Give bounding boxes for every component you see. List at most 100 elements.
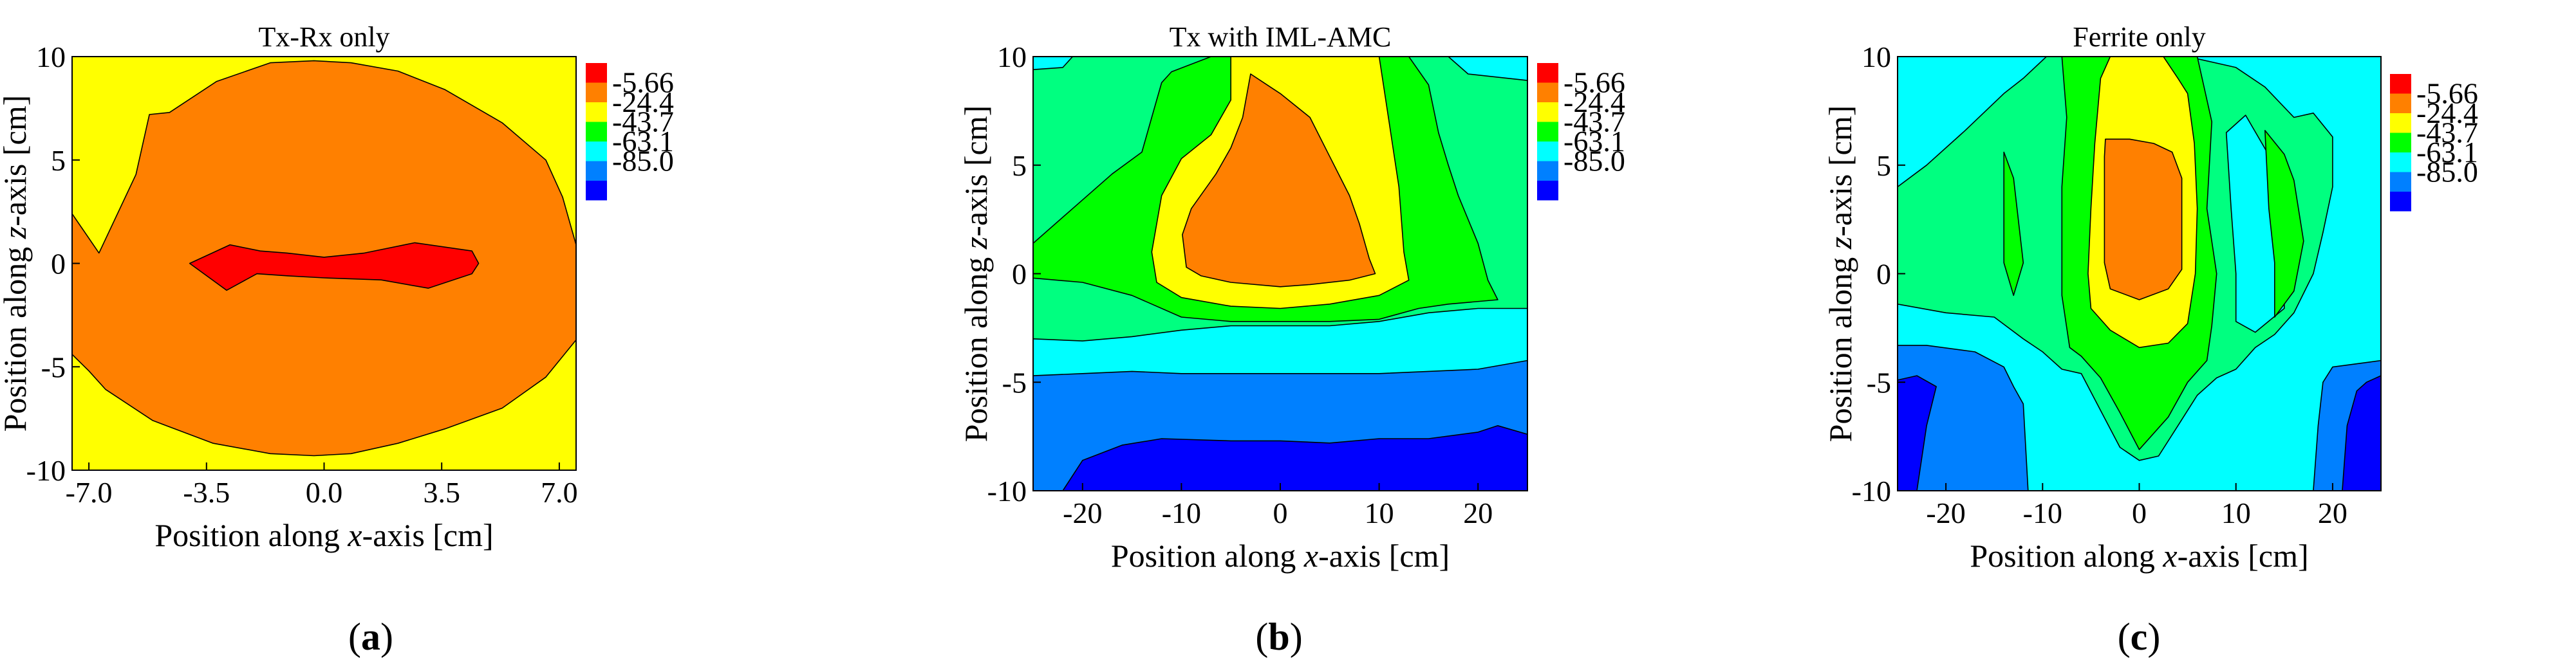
legend-swatch [1537, 181, 1558, 201]
y-tick-label: 0 [1012, 258, 1027, 291]
legend-label: -43.7 [2416, 116, 2478, 149]
legend-swatch [586, 63, 607, 83]
x-tick-label: -20 [1063, 497, 1102, 529]
x-axis-label: Position along x-axis [cm] [1111, 538, 1450, 574]
x-tick-label: 20 [1463, 497, 1493, 529]
legend-swatch [586, 181, 607, 201]
x-tick-label: 10 [1365, 497, 1394, 529]
panel-caption: (a) [348, 616, 393, 658]
x-tick-label: -20 [1926, 497, 1965, 529]
contour-region-4 [1448, 57, 1527, 81]
contour-region-1 [1062, 425, 1527, 491]
legend-swatch [586, 82, 607, 102]
y-tick-label: 0 [51, 248, 66, 280]
contour-chart-b: Tx with IML-AMC-20 -10 0 10 20-10-50510Posit… [958, 21, 1625, 658]
y-tick-label: -10 [1852, 475, 1891, 507]
legend-label: -63.1 [2416, 136, 2478, 169]
y-tick-label: -10 [26, 454, 66, 487]
legend-label: -85.0 [2416, 156, 2478, 188]
y-tick-label: -5 [1002, 366, 1027, 399]
legend-swatch [2390, 152, 2411, 172]
legend-label: -24.4 [2416, 96, 2478, 129]
contour-chart-a: Tx-Rx only-7.0 -3.5 0.0 3.5 7.0-10-50510Posi… [0, 21, 674, 658]
y-tick-label: -10 [987, 475, 1027, 507]
x-tick-label: -10 [1162, 497, 1201, 529]
legend-swatch [2390, 113, 2411, 133]
x-tick-label: 3.5 [423, 476, 460, 509]
contour-region-2 [1033, 307, 1527, 376]
x-axis-label: Position along x-axis [cm] [154, 517, 493, 553]
contour-region-10 [2342, 375, 2381, 491]
legend-label: -5.66 [2416, 77, 2478, 110]
contour-region-3 [1033, 57, 1074, 70]
legend-swatch [2390, 192, 2411, 212]
legend-swatch [2390, 172, 2411, 192]
contour-chart-c: Ferrite only-20 -10 0 10 20-10-50510Position… [1822, 21, 2478, 658]
y-axis-label: Position along z-axis [cm] [0, 95, 33, 432]
x-tick-label: -3.5 [183, 476, 230, 509]
contour-regions [72, 57, 576, 470]
legend-swatch [1537, 102, 1558, 122]
legend-label: -5.66 [612, 66, 674, 99]
legend-label: -5.66 [1563, 66, 1625, 99]
legend-label: -24.4 [1563, 86, 1625, 118]
x-tick-label: -7.0 [66, 476, 113, 509]
x-tick-label: 0 [2132, 497, 2147, 529]
panel-b: Tx with IML-AMC -20 -10 0 10 20 -10 -5 0 5 10 Posit… [859, 0, 1717, 667]
panel-c: Ferrite only -20 -10 0 10 20 -10 -5 0 5 10 Position… [1717, 0, 2576, 667]
y-tick-label: 10 [36, 41, 66, 73]
panel-caption: (b) [1255, 616, 1302, 658]
contour-region-6 [2104, 138, 2183, 300]
legend-label: -43.7 [1563, 105, 1625, 138]
y-tick-label: -5 [41, 351, 66, 383]
legend-swatch [586, 102, 607, 122]
y-axis-label: Position along z-axis [cm] [1822, 105, 1858, 443]
contour-region-7 [1898, 345, 2029, 491]
legend-swatch [2390, 74, 2411, 94]
legend-swatch [586, 161, 607, 181]
legend: -5.66-24.4-43.7-63.1-85.0 [586, 63, 674, 201]
legend-swatch [2390, 132, 2411, 152]
y-axis-label: Position along z-axis [cm] [958, 105, 994, 443]
legend-label: -43.7 [612, 105, 674, 138]
y-tick-label: 0 [1876, 258, 1891, 291]
legend-swatch [1537, 122, 1558, 142]
chart-title: Tx with IML-AMC [1170, 21, 1392, 53]
contour-region-1 [189, 242, 480, 291]
legend-swatch [1537, 82, 1558, 102]
contour-region-9 [1898, 375, 1937, 491]
contour-region-4 [2264, 130, 2304, 318]
contour-regions [1033, 57, 1527, 491]
legend-label: -85.0 [1563, 145, 1625, 178]
legend-swatch [586, 122, 607, 142]
legend-label: -63.1 [1563, 125, 1625, 158]
y-tick-label: 5 [1876, 149, 1891, 182]
legend-label: -85.0 [612, 145, 674, 178]
x-tick-label: -10 [2023, 497, 2062, 529]
x-tick-label: 10 [2221, 497, 2251, 529]
x-axis-label: Position along x-axis [cm] [1970, 538, 2308, 574]
chart-title: Tx-Rx only [258, 21, 389, 53]
y-tick-label: 5 [1012, 149, 1027, 182]
legend-swatch [1537, 63, 1558, 83]
contour-region-7 [1182, 73, 1376, 288]
legend-label: -63.1 [612, 125, 674, 158]
legend: -5.66-24.4-43.7-63.1-85.0 [1537, 63, 1625, 201]
panel-a: Tx-Rx only -7.0 -3.5 0.0 3.5 7.0 -10 -5 0 5 10 Posi… [0, 0, 859, 667]
x-tick-label: 7.0 [541, 476, 578, 509]
panel-caption: (c) [2118, 616, 2161, 658]
x-tick-label: 20 [2318, 497, 2347, 529]
x-tick-label: 0 [1273, 497, 1288, 529]
legend-swatch [1537, 161, 1558, 181]
y-tick-label: 10 [997, 41, 1027, 73]
legend-swatch [1537, 142, 1558, 161]
x-tick-label: 0.0 [306, 476, 343, 509]
y-tick-label: 10 [1862, 41, 1891, 73]
legend-label: -24.4 [612, 86, 674, 118]
contour-regions [1898, 57, 2381, 491]
legend: -5.66-24.4-43.7-63.1-85.0 [2390, 74, 2478, 212]
y-tick-label: 5 [51, 144, 66, 177]
contour-region-2 [2003, 151, 2024, 297]
legend-swatch [586, 142, 607, 161]
chart-title: Ferrite only [2073, 21, 2206, 53]
